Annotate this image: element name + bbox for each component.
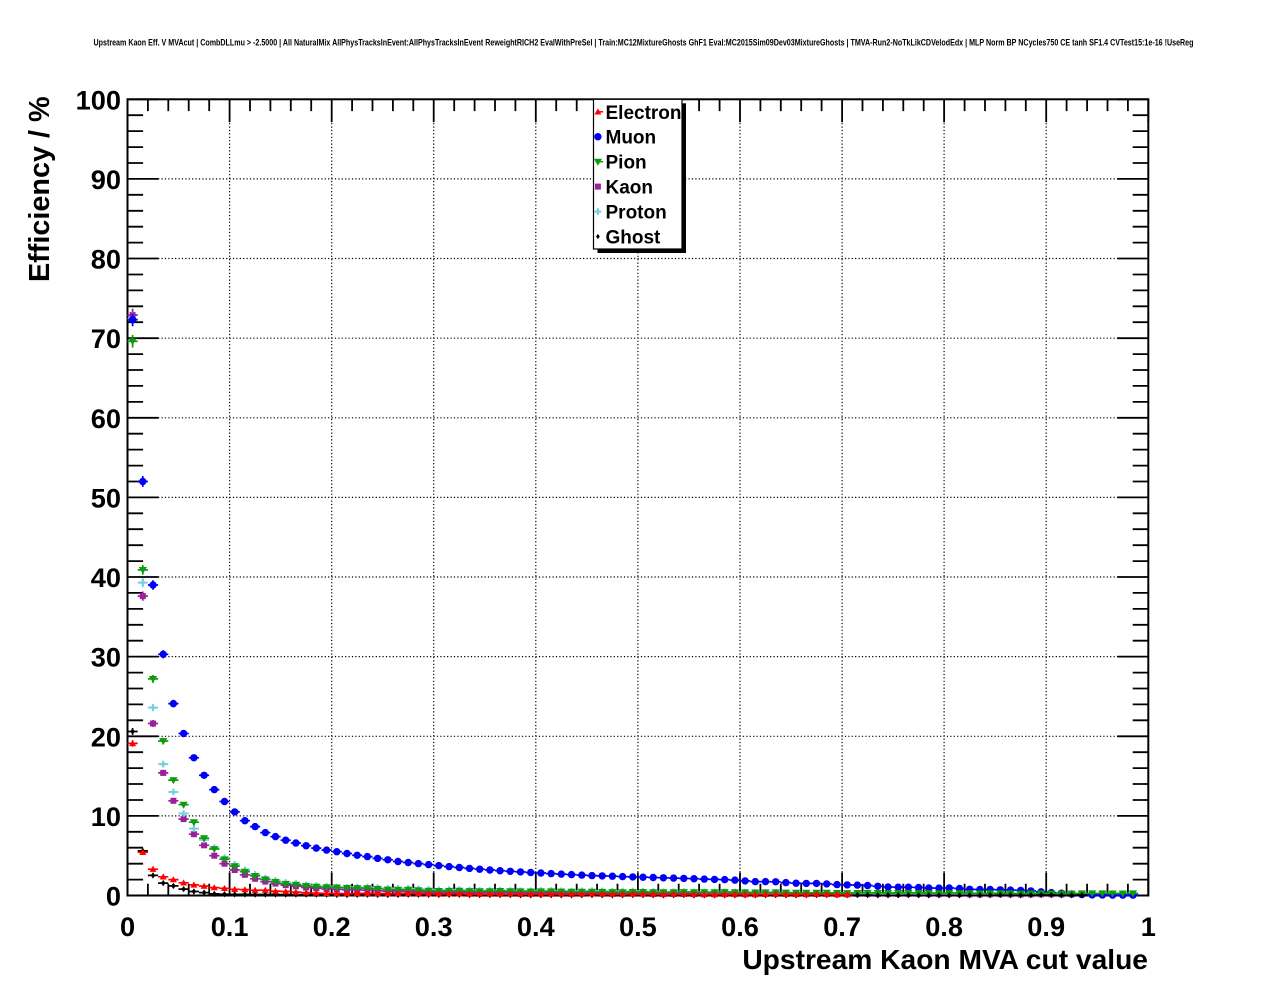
svg-text:Electron: Electron xyxy=(606,103,682,124)
svg-text:0.2: 0.2 xyxy=(313,911,351,942)
svg-text:90: 90 xyxy=(91,164,121,195)
svg-text:60: 60 xyxy=(91,403,121,434)
svg-text:100: 100 xyxy=(76,84,121,115)
svg-text:0: 0 xyxy=(106,881,121,912)
svg-text:40: 40 xyxy=(91,562,121,593)
svg-text:0.5: 0.5 xyxy=(619,911,657,942)
svg-text:0.6: 0.6 xyxy=(721,911,759,942)
svg-text:0.3: 0.3 xyxy=(415,911,453,942)
svg-text:80: 80 xyxy=(91,244,121,275)
svg-text:10: 10 xyxy=(91,801,121,832)
svg-text:Efficiency / %: Efficiency / % xyxy=(24,96,56,282)
svg-text:Upstream Kaon MVA cut value: Upstream Kaon MVA cut value xyxy=(742,943,1148,975)
svg-text:0.4: 0.4 xyxy=(517,911,555,942)
svg-text:0.7: 0.7 xyxy=(823,911,861,942)
svg-text:Upstream Kaon Eff. V MVAcut |: Upstream Kaon Eff. V MVAcut | CombDLLmu … xyxy=(94,38,1194,49)
svg-text:20: 20 xyxy=(91,721,121,752)
svg-text:Ghost: Ghost xyxy=(606,228,662,249)
svg-text:Kaon: Kaon xyxy=(606,178,654,199)
svg-text:0: 0 xyxy=(120,911,135,942)
svg-text:0.9: 0.9 xyxy=(1027,911,1065,942)
svg-text:0.8: 0.8 xyxy=(925,911,963,942)
svg-text:Proton: Proton xyxy=(606,203,667,224)
svg-text:Muon: Muon xyxy=(606,128,657,149)
svg-text:Pion: Pion xyxy=(606,153,647,174)
svg-text:0.1: 0.1 xyxy=(211,911,249,942)
svg-text:50: 50 xyxy=(91,482,121,513)
svg-text:30: 30 xyxy=(91,642,121,673)
svg-text:70: 70 xyxy=(91,323,121,354)
svg-text:1: 1 xyxy=(1141,911,1156,942)
